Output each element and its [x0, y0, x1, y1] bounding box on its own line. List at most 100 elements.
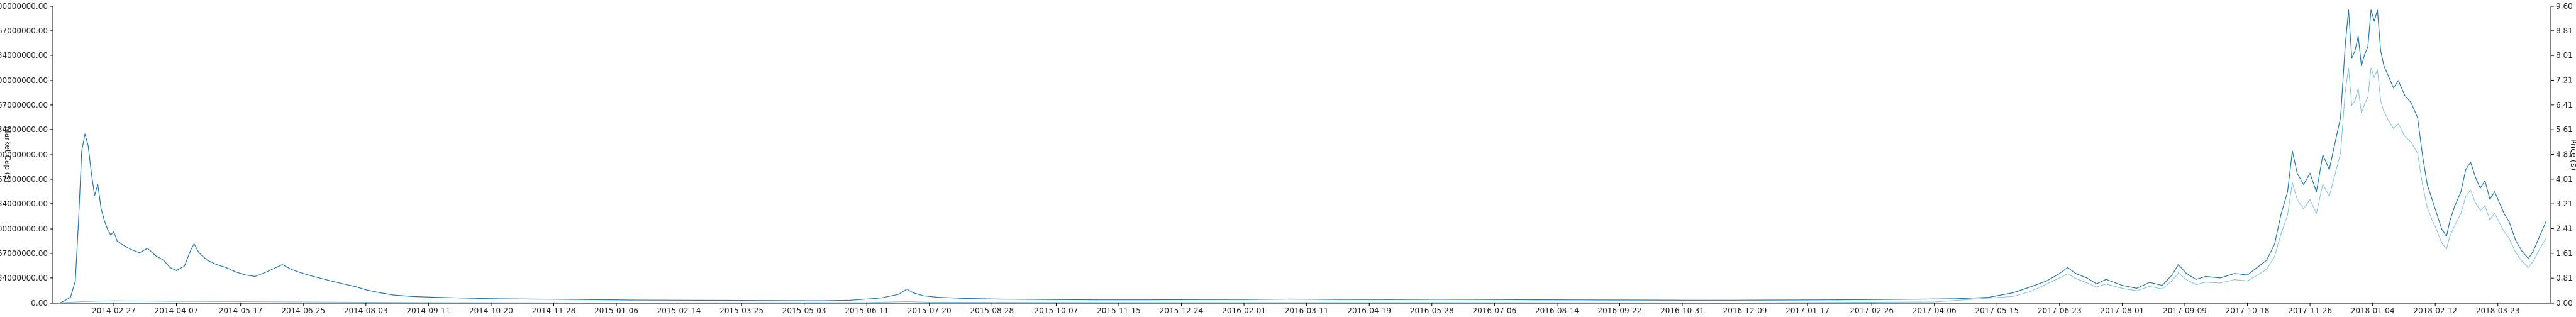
data-point-left	[2185, 273, 2187, 274]
data-point-right	[2335, 171, 2336, 172]
data-point-right	[2364, 103, 2365, 104]
data-point-left	[116, 240, 118, 242]
data-point-right	[2303, 208, 2304, 209]
data-point-left	[78, 221, 79, 222]
left-y-tick-label: 334000000.00	[0, 51, 48, 60]
data-point-left	[1144, 299, 1145, 301]
data-point-left	[2361, 65, 2362, 66]
data-point-left	[365, 289, 367, 291]
left-y-tick-label: 134000000.00	[0, 199, 48, 208]
x-tick-label: 2017-06-23	[2038, 306, 2082, 314]
data-point-left	[2454, 206, 2455, 208]
x-tick-label: 2014-09-11	[406, 306, 450, 314]
data-point-right	[2470, 189, 2471, 191]
data-point-left	[2316, 191, 2317, 192]
data-point-right	[2380, 100, 2382, 101]
x-tick-label: 2017-08-01	[2101, 306, 2145, 314]
x-tick-label: 2015-03-25	[719, 306, 763, 314]
data-point-left	[2340, 117, 2341, 118]
data-point-right	[2012, 296, 2014, 297]
data-point-left	[630, 299, 631, 301]
x-tick-label: 2017-01-17	[1785, 306, 1829, 314]
data-point-left	[2059, 273, 2060, 274]
left-y-tick-label: 100000000.00	[0, 225, 48, 233]
data-point-right	[2521, 261, 2523, 262]
left-y-axis-title: Market Cap ($)	[3, 126, 12, 182]
right-y-tick-label: 8.81	[2556, 26, 2573, 35]
data-point-left	[2348, 9, 2349, 11]
right-y-tick-label: 3.21	[2556, 199, 2573, 208]
right-y-tick-label: 1.61	[2556, 249, 2573, 258]
x-tick-label: 2015-02-14	[657, 306, 701, 314]
data-point-right	[2351, 104, 2353, 106]
data-point-left	[2012, 292, 2014, 294]
data-point-left	[1096, 299, 1097, 301]
data-point-left	[580, 299, 582, 300]
left-y-tick-label: 234000000.00	[0, 125, 48, 134]
data-point-right	[2280, 233, 2282, 234]
data-point-right	[2465, 196, 2467, 197]
x-tick-label: 2014-10-20	[469, 306, 513, 314]
data-point-right	[2370, 67, 2372, 69]
data-point-right	[906, 301, 908, 303]
data-point-left	[2426, 184, 2428, 185]
data-point-left	[91, 172, 92, 174]
data-point-left	[275, 267, 277, 268]
right-y-tick-label: 9.60	[2556, 2, 2573, 11]
data-point-right	[1180, 302, 1182, 303]
x-tick-label: 2014-04-07	[155, 306, 199, 314]
data-point-left	[1243, 299, 1245, 300]
data-point-left	[2309, 172, 2311, 174]
x-tick-label: 2016-08-14	[1535, 306, 1579, 314]
data-point-left	[913, 292, 914, 294]
x-tick-label: 2016-03-11	[1285, 306, 1329, 314]
data-point-right	[1431, 302, 1433, 303]
data-point-left	[2380, 50, 2382, 52]
data-point-left	[2067, 267, 2068, 268]
data-point-left	[2494, 191, 2496, 192]
left-y-tick-label: 0.00	[31, 299, 48, 308]
data-point-right	[2397, 123, 2399, 125]
data-point-right	[2121, 287, 2123, 289]
data-point-left	[2075, 273, 2077, 274]
data-point-right	[2377, 69, 2378, 70]
x-tick-label: 2017-09-09	[2163, 306, 2207, 314]
data-point-right	[2185, 279, 2187, 281]
data-point-left	[2364, 54, 2365, 55]
data-point-right	[303, 301, 304, 303]
x-tick-label: 2018-02-12	[2413, 306, 2457, 314]
x-tick-label: 2017-04-06	[1913, 306, 1957, 314]
right-y-tick-label: 5.61	[2556, 125, 2573, 134]
data-point-right	[2460, 213, 2462, 214]
data-point-right	[2030, 291, 2031, 292]
x-tick-label: 2015-06-11	[845, 306, 889, 314]
data-point-right	[2436, 230, 2438, 231]
data-point-left	[94, 195, 95, 196]
data-point-left	[107, 228, 108, 230]
right-y-tick-label: 4.81	[2556, 150, 2573, 159]
data-point-left	[680, 299, 681, 301]
x-tick-label: 2018-03-23	[2476, 306, 2520, 314]
data-point-left	[1633, 299, 1635, 301]
data-point-left	[2219, 277, 2221, 279]
data-point-left	[2521, 250, 2523, 252]
x-tick-label: 2016-02-01	[1222, 306, 1266, 314]
left-y-tick-label: 167000000.00	[0, 175, 48, 184]
data-point-left	[2460, 191, 2462, 192]
data-point-right	[2454, 225, 2455, 226]
x-tick-label: 2017-02-26	[1850, 306, 1894, 314]
left-y-tick-label: 267000000.00	[0, 101, 48, 109]
x-tick-label: 2017-10-18	[2226, 306, 2270, 314]
data-point-right	[2345, 89, 2346, 91]
data-point-left	[1485, 299, 1487, 300]
data-point-left	[1876, 299, 1877, 300]
data-point-left	[97, 184, 99, 185]
data-point-right	[113, 300, 114, 301]
data-point-left	[2377, 9, 2378, 11]
data-point-left	[2136, 287, 2138, 289]
data-point-right	[2316, 213, 2317, 214]
data-point-left	[2397, 80, 2399, 81]
data-point-right	[2178, 272, 2179, 274]
right-y-tick-label: 7.21	[2556, 76, 2573, 85]
